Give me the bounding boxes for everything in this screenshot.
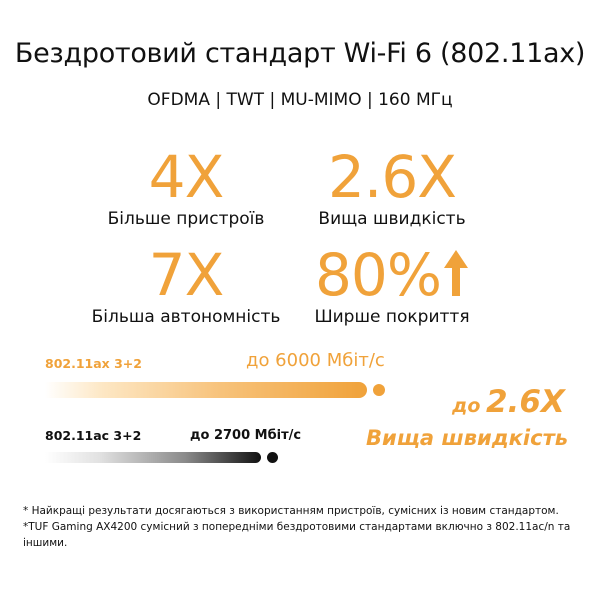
- ac-standard-label: 802.11ac 3+2: [45, 428, 142, 443]
- ax-standard-label: 802.11ax 3+2: [45, 356, 142, 371]
- ac-speed-bar: [45, 452, 261, 463]
- footnote-1: * Найкращі результати досягаються з вико…: [23, 505, 559, 517]
- callout-caption: Вища швидкість: [366, 426, 569, 450]
- ac-speed-dot: [267, 452, 278, 463]
- stat-value: 80%: [315, 241, 442, 309]
- stat-more-devices: 4X Більше пристроїв: [86, 148, 286, 229]
- stat-label: Ширше покриття: [314, 307, 470, 327]
- ax-speed-label: до 6000 Мбіт/с: [246, 350, 385, 371]
- stat-label: Більша автономність: [91, 307, 281, 327]
- ax-speed-dot: [373, 384, 385, 396]
- stat-higher-speed: 2.6X Вища швидкість: [292, 148, 492, 229]
- stat-battery-life: 7X Більша автономність: [76, 246, 296, 327]
- stat-wider-coverage: 80% Ширше покриття: [292, 246, 492, 327]
- ac-speed-label: до 2700 Мбіт/с: [190, 428, 302, 443]
- ax-speed-bar: [45, 382, 367, 398]
- stat-label: Вища швидкість: [318, 209, 466, 229]
- stat-value: 7X: [148, 241, 225, 309]
- speed-callout-multiplier: до 2.6X: [452, 384, 565, 420]
- arrow-up-icon: [443, 250, 468, 296]
- stat-value-row: 80%: [292, 246, 492, 304]
- callout-prefix: до: [452, 395, 481, 417]
- callout-multiplier: 2.6X: [485, 384, 565, 420]
- stat-value: 4X: [148, 143, 225, 211]
- stat-value: 2.6X: [328, 143, 457, 211]
- page-title: Бездротовий стандарт Wi-Fi 6 (802.11ax): [14, 38, 586, 69]
- stat-label: Більше пристроїв: [107, 209, 265, 229]
- footnote-2: *TUF Gaming AX4200 сумісний з попереднім…: [23, 521, 571, 549]
- page-subtitle: OFDMA | TWT | MU-MIMO | 160 МГц: [147, 90, 453, 110]
